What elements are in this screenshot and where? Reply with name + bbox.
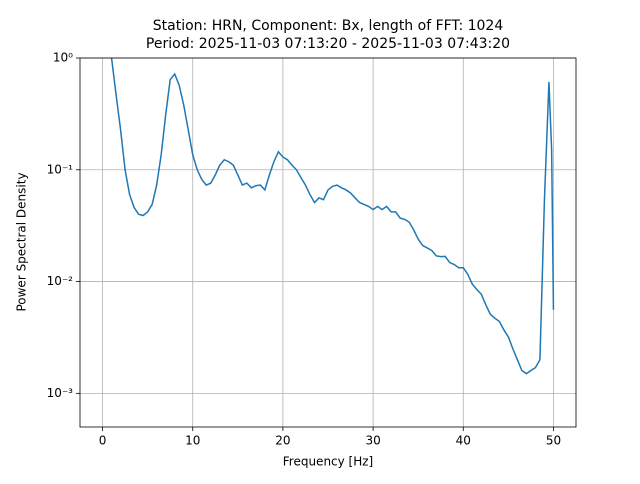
y-tick-label: 10⁻¹ (47, 162, 74, 176)
y-tick-label: 10⁻³ (47, 386, 74, 400)
y-tick-label: 10⁻² (47, 274, 74, 288)
x-tick-label: 50 (546, 434, 561, 448)
x-axis-label: Frequency [Hz] (283, 455, 374, 469)
y-axis-label: Power Spectral Density (15, 172, 29, 311)
chart-subtitle: Period: 2025-11-03 07:13:20 - 2025-11-03… (146, 36, 510, 52)
chart-title: Station: HRN, Component: Bx, length of F… (153, 18, 504, 34)
data-line (110, 58, 555, 375)
plot-frame (79, 57, 577, 428)
x-tick-label: 40 (456, 434, 471, 448)
x-tick-label: 10 (185, 434, 200, 448)
x-tick-label: 30 (365, 434, 380, 448)
x-tick-label: 0 (99, 434, 107, 448)
x-tick-label: 20 (275, 434, 290, 448)
y-tick-label: 10⁰ (53, 51, 73, 65)
